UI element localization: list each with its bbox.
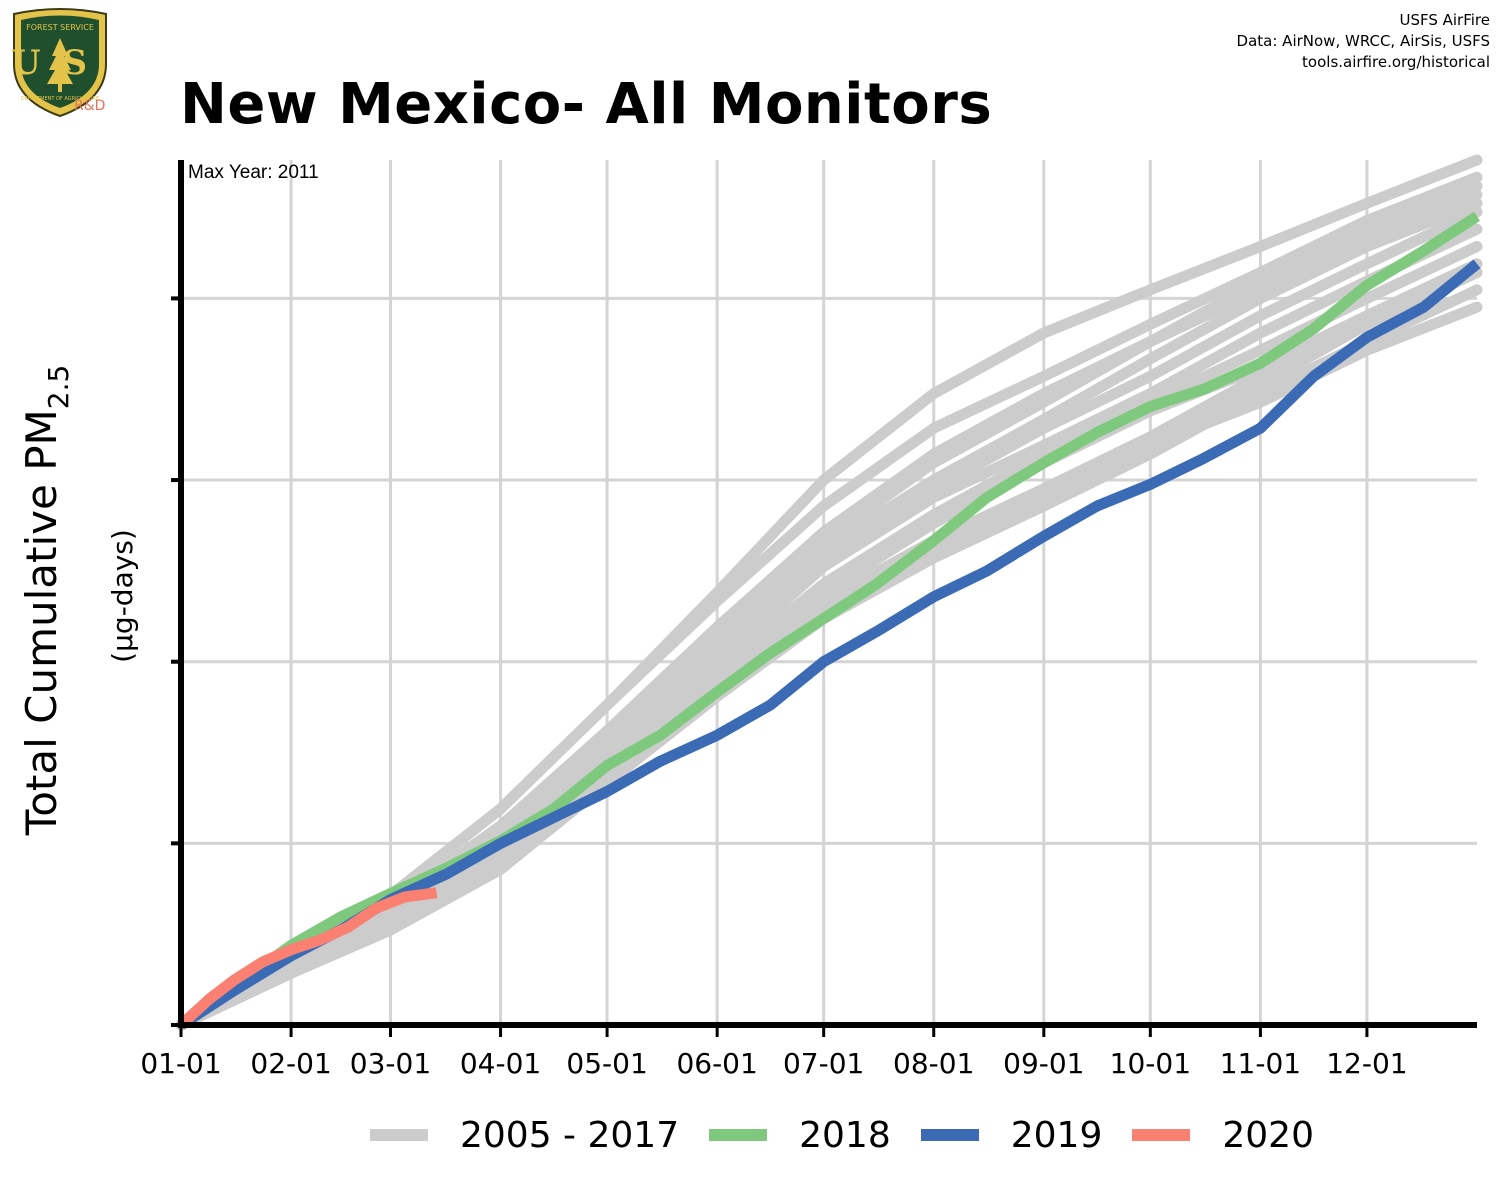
- legend-item: 2018: [709, 1115, 891, 1156]
- legend-swatch: [370, 1129, 428, 1141]
- logo-rd-label: R&D: [74, 98, 106, 114]
- y-axis-title: Total Cumulative PM: [17, 409, 66, 836]
- x-tick-label: 09-01: [1003, 1047, 1084, 1080]
- x-tick-label: 03-01: [350, 1047, 431, 1080]
- y-axis-label: Total Cumulative PM2.5 (µg-days): [17, 365, 139, 837]
- legend-item: 2020: [1132, 1115, 1314, 1156]
- credits: USFS AirFire Data: AirNow, WRCC, AirSis,…: [1237, 10, 1490, 73]
- highlighted-lines: [177, 211, 1481, 1030]
- y-axis-units: (µg-days): [106, 529, 139, 663]
- x-tick-label: 06-01: [676, 1047, 757, 1080]
- chart-area: 01-01 02-01 03-01 04-01 05-01 06-01 07-01 08-01…: [140, 154, 1483, 1080]
- max-year-annotation: Max Year: 2011: [188, 162, 319, 183]
- series-line-2018: [177, 211, 1480, 1030]
- historical-series-line: [175, 267, 1483, 1031]
- logo-letters: US: [11, 43, 109, 83]
- historical-series-line: [175, 258, 1483, 1031]
- legend-label: 2019: [1010, 1114, 1103, 1156]
- historical-series-line: [175, 180, 1483, 1031]
- series-line-2020: [177, 887, 438, 1030]
- axes: 01-01 02-01 03-01 04-01 05-01 06-01 07-01 08-01…: [140, 160, 1477, 1080]
- x-tick-label: 08-01: [893, 1047, 974, 1080]
- historical-lines: [175, 154, 1483, 1031]
- credit-line: Data: AirNow, WRCC, AirSis, USFS: [1236, 32, 1490, 50]
- legend-swatch: [709, 1129, 768, 1141]
- logo-top-text: FOREST SERVICE: [26, 23, 94, 32]
- credit-line: USFS AirFire: [1399, 11, 1490, 29]
- legend-item: 2005 - 2017: [370, 1115, 679, 1156]
- legend-label: 2020: [1222, 1114, 1314, 1156]
- usfs-logo: FOREST SERVICE US DEPARTMENT OF AGRICULT…: [11, 8, 109, 118]
- chart-title: New Mexico- All Monitors: [180, 72, 993, 137]
- x-tick-label: 10-01: [1110, 1047, 1191, 1080]
- legend-swatch: [920, 1129, 979, 1141]
- legend-item: 2019: [920, 1114, 1103, 1156]
- x-tick-label: 04-01: [460, 1047, 541, 1080]
- x-tick-label: 01-01: [140, 1047, 221, 1080]
- legend-swatch: [1132, 1129, 1191, 1141]
- y-axis-subscript: 2.5: [42, 365, 75, 410]
- x-tick-label: 12-01: [1326, 1047, 1407, 1080]
- x-tick-label: 11-01: [1220, 1047, 1301, 1080]
- x-tick-label: 05-01: [566, 1047, 647, 1080]
- legend: 2005 - 2017 2018 2019 2020: [370, 1112, 1344, 1158]
- svg-text:Total Cumulative PM2.5: Total Cumulative PM2.5: [17, 365, 75, 837]
- credit-line: tools.airfire.org/historical: [1302, 53, 1490, 71]
- x-tick-label: 02-01: [250, 1047, 331, 1080]
- legend-label: 2005 - 2017: [460, 1114, 680, 1156]
- legend-label: 2018: [799, 1114, 891, 1156]
- logo-bottom-text: DEPARTMENT OF AGRICULTURE: [21, 96, 99, 102]
- x-tick-label: 07-01: [783, 1047, 864, 1080]
